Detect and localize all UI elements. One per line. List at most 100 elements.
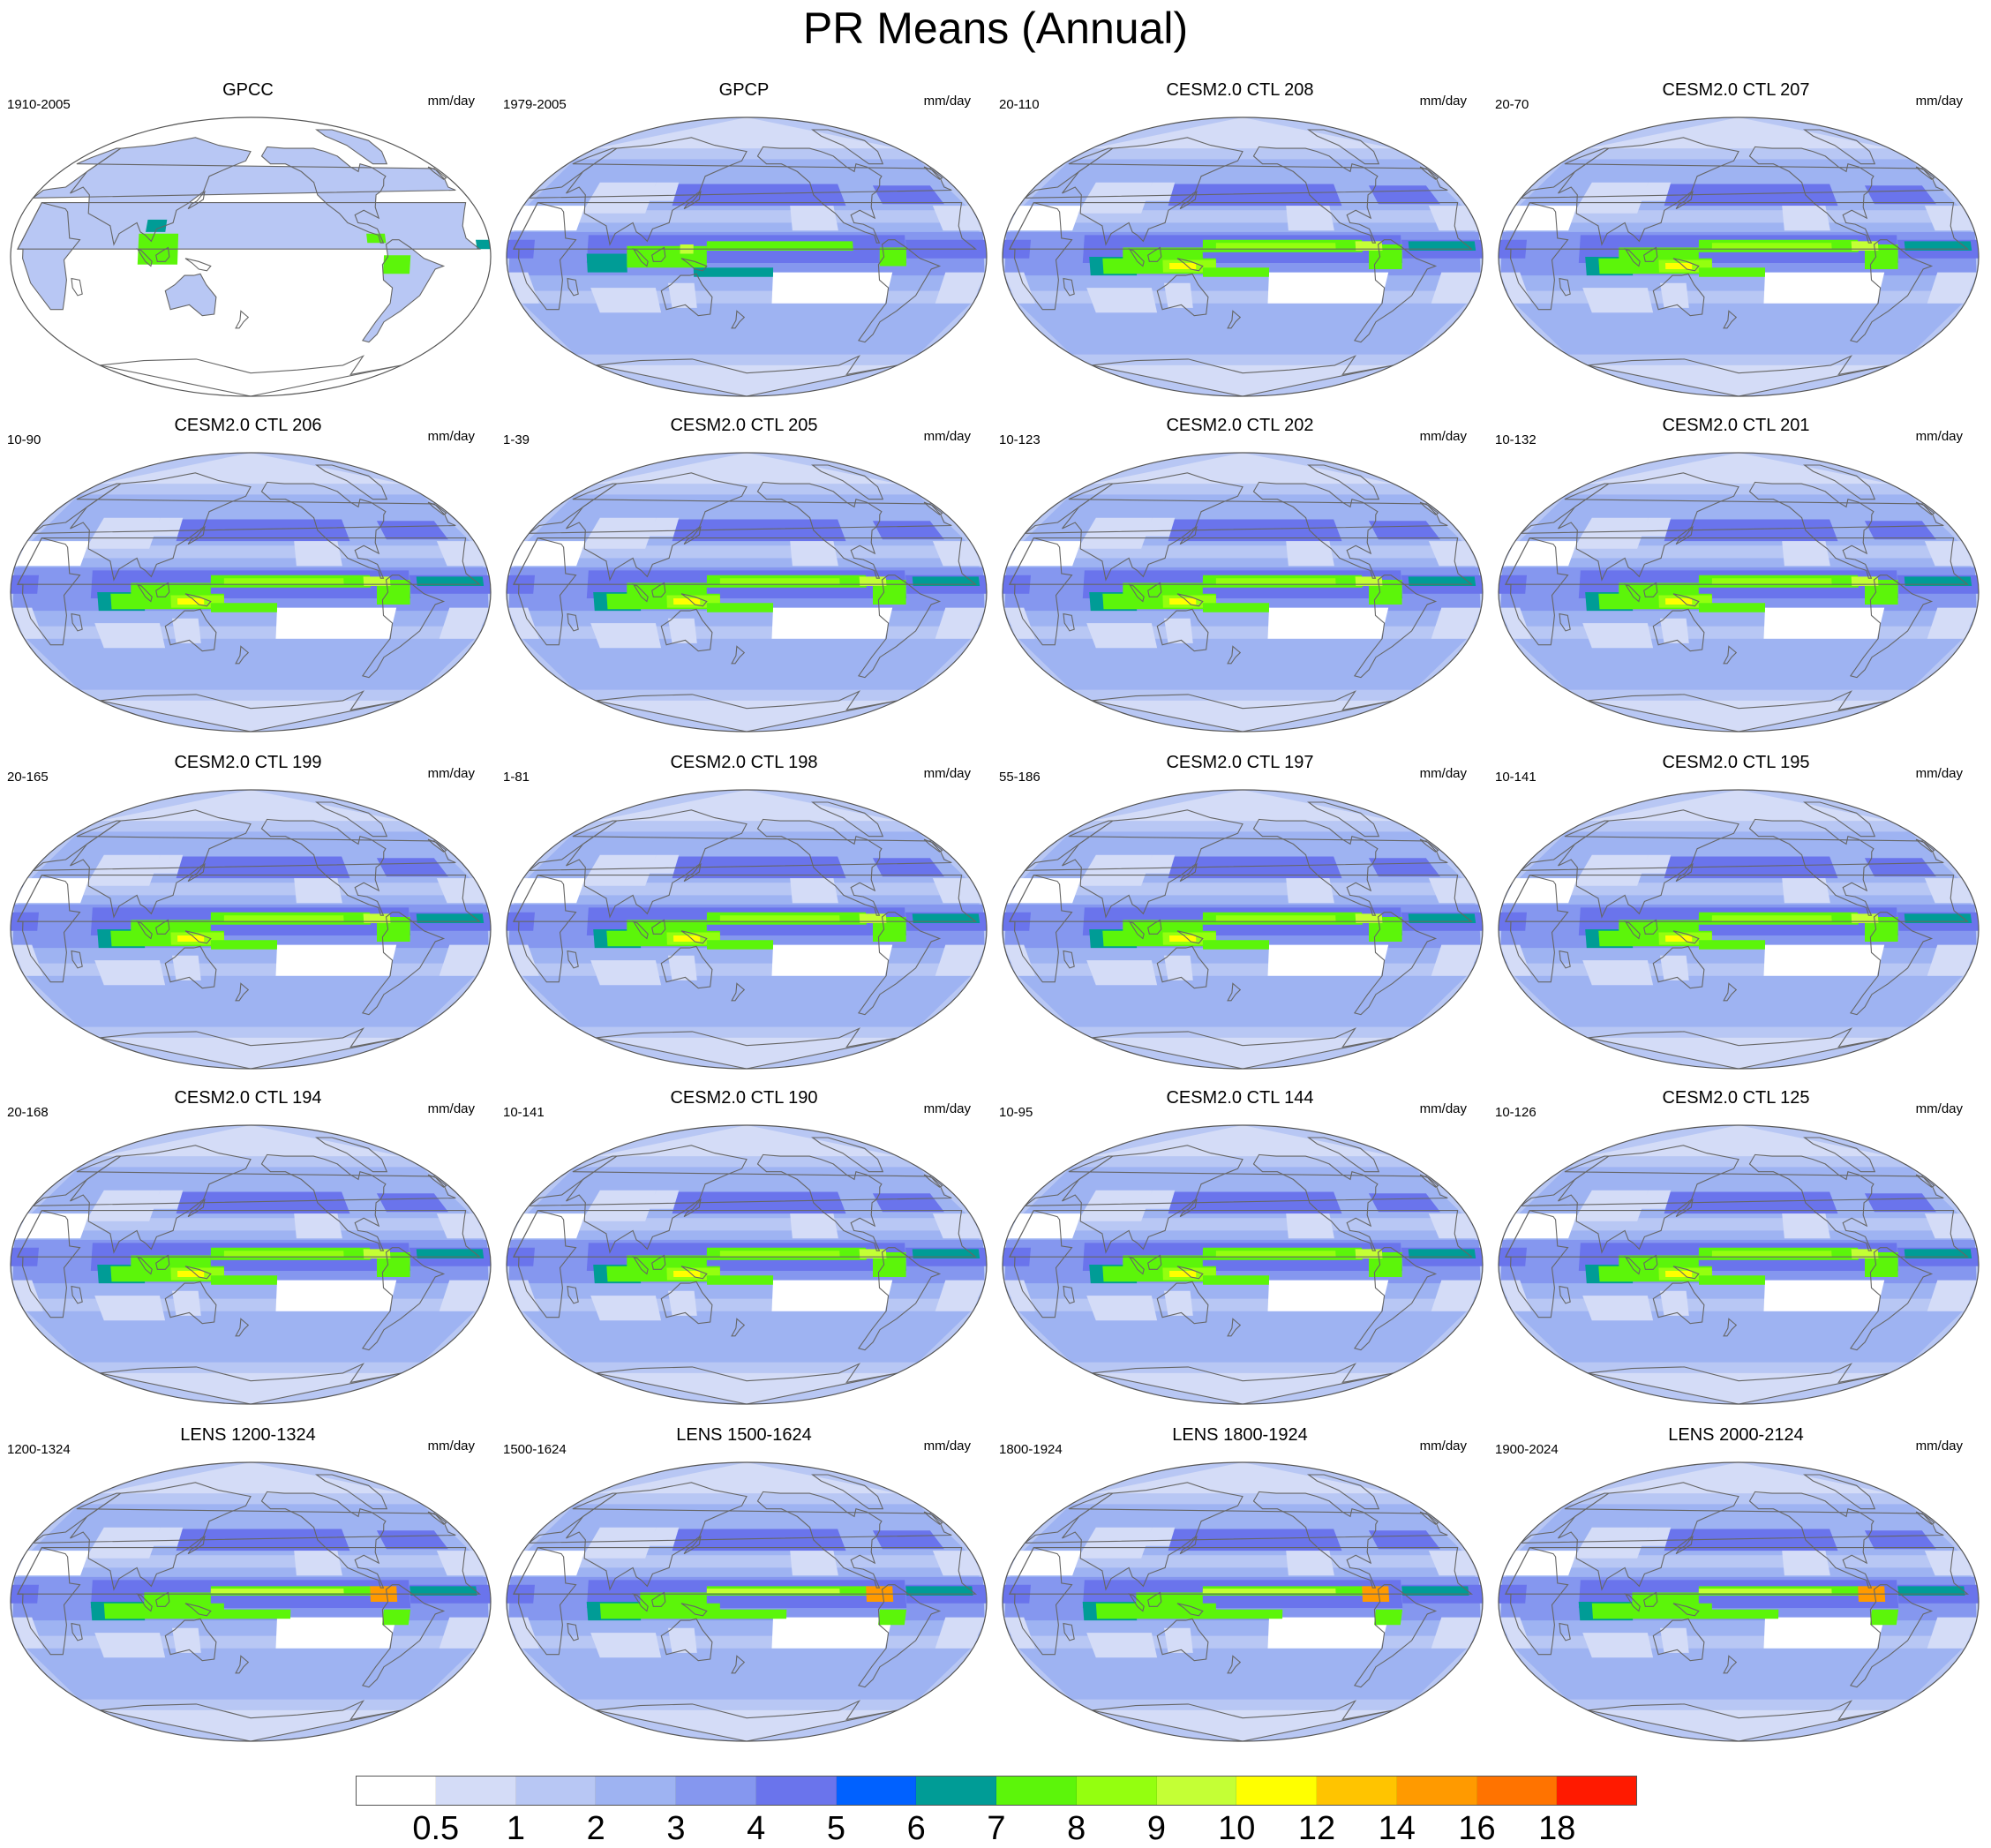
precip-band	[1870, 1609, 1899, 1626]
coastline	[260, 146, 387, 244]
coastline	[1849, 912, 1934, 1016]
map-border	[1002, 116, 1484, 397]
coastline	[260, 818, 387, 916]
precip-band	[1904, 576, 1972, 586]
precip-band	[935, 1280, 986, 1311]
coastline	[1307, 801, 1380, 838]
precip-band	[672, 1191, 846, 1214]
coastline	[1353, 1584, 1438, 1688]
precip-band	[706, 241, 853, 251]
coastline	[1505, 875, 1970, 922]
precip-field	[507, 117, 987, 396]
panel-years: 10-123	[999, 432, 1041, 447]
coastlines	[1009, 464, 1474, 732]
coastline	[1505, 1210, 1970, 1258]
coastlines	[1505, 1474, 1970, 1741]
coastline	[595, 690, 898, 732]
precip-band	[1355, 913, 1383, 923]
panel-years: 1500-1624	[503, 1442, 567, 1457]
coastline	[1505, 1546, 1569, 1656]
precip-band	[153, 1527, 184, 1546]
coastline	[1009, 1546, 1073, 1656]
coastline	[731, 982, 746, 1002]
coastline	[70, 1482, 252, 1591]
coastline	[1419, 838, 1439, 853]
coastline	[427, 1174, 447, 1188]
coastlines	[513, 1474, 978, 1741]
precip-band	[935, 1617, 986, 1649]
precip-band	[436, 541, 487, 567]
coastline	[1176, 930, 1204, 944]
precip-band	[649, 1527, 680, 1546]
precip-band	[1502, 1213, 1578, 1239]
coastline	[527, 1492, 952, 1544]
coastline	[651, 1591, 666, 1607]
map-panel: CESM2.0 CTL 199 20-165 mm/day	[0, 752, 496, 1089]
precip-band	[1145, 1190, 1176, 1209]
precip-band	[649, 854, 680, 874]
colorbar-tick-label: 6	[906, 1810, 926, 1847]
coastline	[513, 875, 978, 922]
precip-band	[1092, 117, 1394, 149]
precip-band	[1408, 1249, 1476, 1258]
precip-band	[1641, 854, 1672, 874]
precip-band	[1502, 541, 1578, 567]
precip-map	[1498, 1461, 1980, 1742]
precip-band	[100, 453, 402, 485]
coastline	[70, 472, 252, 582]
coastline	[1587, 1027, 1890, 1069]
map-border	[1498, 116, 1980, 397]
precip-band	[176, 1191, 350, 1214]
coastline	[1505, 1547, 1970, 1595]
coastlines	[17, 1474, 482, 1741]
precip-band	[94, 960, 166, 986]
coastline	[680, 593, 708, 607]
precip-band	[1202, 603, 1270, 612]
precip-band	[1897, 1586, 1965, 1596]
coastline	[235, 645, 250, 665]
coastline	[70, 137, 252, 246]
precip-band	[1267, 272, 1389, 304]
precip-band	[1078, 854, 1153, 886]
coastline	[632, 920, 649, 940]
precip-band	[771, 607, 893, 639]
precip-band	[932, 1551, 983, 1576]
panel-title: CESM2.0 CTL 195	[1662, 753, 1810, 772]
precip-band	[1168, 856, 1342, 879]
precip-band	[1168, 1191, 1342, 1214]
coastline	[187, 862, 206, 883]
coastline	[1009, 874, 1073, 983]
precip-band	[693, 1609, 787, 1619]
precip-band	[510, 878, 586, 904]
precip-band	[1499, 1617, 1531, 1649]
precip-band	[1665, 263, 1693, 269]
map-panel: CESM2.0 CTL 208 20-110 mm/day	[992, 79, 1488, 417]
precip-band	[706, 603, 774, 612]
coastline	[31, 820, 456, 871]
precip-band	[1664, 1529, 1838, 1551]
precip-band	[932, 878, 983, 904]
panel-title: CESM2.0 CTL 190	[670, 1088, 818, 1108]
precip-band	[596, 453, 898, 485]
precip-field	[11, 1462, 491, 1741]
precip-band	[409, 1586, 477, 1596]
coastline	[811, 1474, 884, 1510]
precip-band	[1267, 944, 1389, 976]
precip-band	[1368, 858, 1440, 877]
coastline	[1252, 481, 1379, 579]
coastline	[1587, 1700, 1890, 1741]
coastlines	[17, 801, 482, 1069]
coastline	[164, 608, 217, 652]
coastline	[184, 593, 212, 607]
coastline	[1558, 1145, 1739, 1254]
precip-band	[1664, 184, 1838, 207]
coastline	[1643, 1254, 1658, 1270]
precip-band	[719, 1251, 840, 1258]
coastline	[632, 1593, 649, 1612]
precip-band	[1355, 576, 1383, 586]
coastline	[427, 501, 447, 515]
precip-band	[1851, 913, 1879, 923]
precip-map	[506, 789, 988, 1070]
precip-band	[1509, 1306, 1968, 1363]
coastline	[1009, 1547, 1474, 1595]
